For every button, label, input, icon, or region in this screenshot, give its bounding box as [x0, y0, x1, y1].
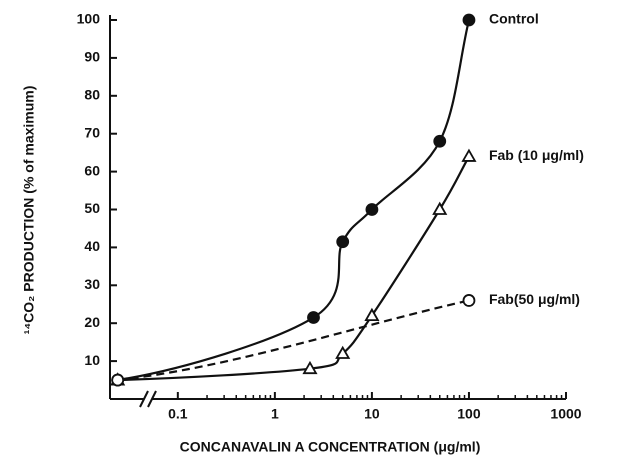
- x-axis-label: CONCANAVALIN A CONCENTRATION (μg/ml): [180, 439, 481, 455]
- marker: [302, 360, 318, 375]
- marker: [461, 148, 477, 162]
- y-tick-label: 10: [84, 352, 100, 368]
- series-line: [117, 299, 470, 382]
- y-tick-label: 50: [84, 200, 100, 216]
- x-tick-label: 10: [364, 406, 380, 422]
- y-tick-label: 60: [84, 162, 100, 178]
- marker: [432, 201, 448, 215]
- marker: [111, 373, 125, 387]
- series-label: Fab (10 μg/ml): [489, 147, 584, 163]
- marker: [307, 311, 320, 324]
- y-tick-label: 30: [84, 276, 100, 292]
- series-label: Fab(50 μg/ml): [489, 291, 580, 307]
- y-axis-label: ¹⁴CO₂ PRODUCTION (% of maximum): [21, 86, 37, 335]
- y-tick-label: 40: [84, 238, 100, 254]
- series-line: [117, 19, 471, 382]
- y-tick-label: 100: [77, 11, 101, 27]
- x-tick-label: 1000: [550, 406, 581, 422]
- x-tick-label: 0.1: [168, 406, 188, 422]
- y-tick-label: 70: [84, 124, 100, 140]
- x-tick-label: 1: [271, 406, 279, 422]
- axis-break: [147, 390, 157, 408]
- marker: [336, 235, 350, 249]
- y-tick-label: 80: [84, 87, 100, 103]
- marker: [433, 134, 447, 148]
- x-tick-label: 100: [457, 406, 481, 422]
- marker: [365, 203, 379, 216]
- marker: [364, 307, 380, 322]
- marker: [462, 13, 476, 27]
- series-label: Control: [489, 11, 539, 27]
- y-tick-label: 20: [84, 314, 100, 330]
- series-line: [117, 155, 470, 382]
- marker: [462, 294, 476, 307]
- axis-break: [139, 390, 149, 408]
- y-tick-label: 90: [84, 49, 100, 65]
- marker: [335, 345, 351, 359]
